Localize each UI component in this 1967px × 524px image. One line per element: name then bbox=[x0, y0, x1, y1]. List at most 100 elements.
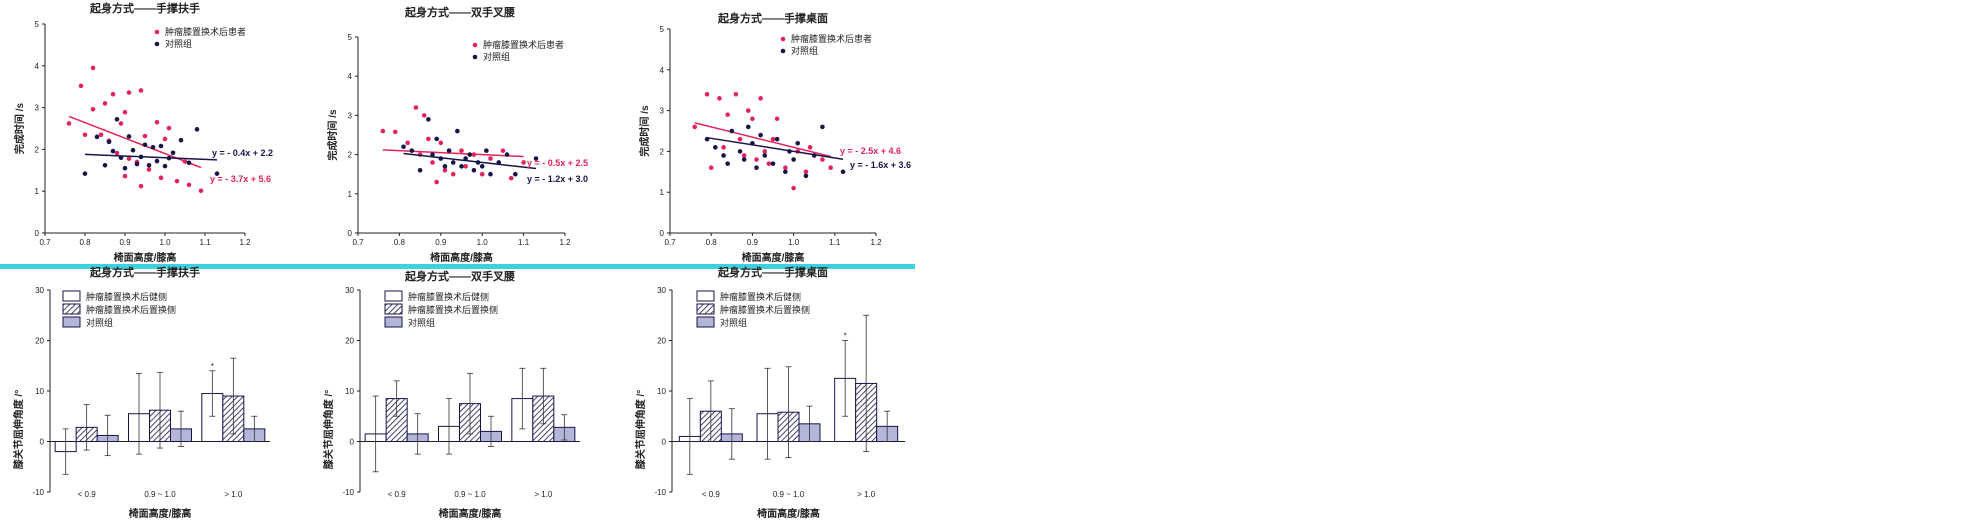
data-point bbox=[430, 152, 435, 157]
data-point bbox=[450, 171, 456, 177]
data-point bbox=[533, 156, 539, 161]
data-point bbox=[459, 148, 464, 153]
fit-line bbox=[694, 122, 831, 158]
legend-label: 对照组 bbox=[483, 51, 510, 62]
data-point bbox=[766, 161, 772, 166]
data-point bbox=[194, 127, 200, 132]
legend-marker bbox=[154, 29, 160, 35]
scatter-panel-2: 起身方式——双手叉腰 0.7 0.8 0.9 1.0 1.1 1.2 0 1 2 3 4 5 椅面高度/膝… bbox=[326, 5, 588, 264]
x-tick-label: 1.0 bbox=[159, 238, 171, 247]
x-tick-label: 0.8 bbox=[706, 238, 718, 247]
data-point bbox=[90, 65, 96, 71]
x-tick-label: 0.7 bbox=[352, 238, 364, 247]
data-point bbox=[692, 124, 698, 130]
y-tick-label: 20 bbox=[345, 337, 354, 346]
x-tick-label: 0.9 bbox=[119, 238, 131, 247]
y-tick-label: 30 bbox=[35, 286, 44, 295]
legend-label: 对照组 bbox=[720, 317, 747, 328]
x-tick-label: 1.2 bbox=[559, 238, 571, 247]
data-point bbox=[401, 144, 406, 150]
data-point bbox=[795, 140, 801, 146]
y-axis-label: 完成时间 /s bbox=[326, 109, 339, 161]
data-point bbox=[186, 160, 192, 166]
data-point bbox=[392, 129, 398, 135]
legend-label: 对照组 bbox=[408, 317, 435, 328]
data-point bbox=[820, 157, 825, 162]
x-axis-label: 椅面高度/膝高 bbox=[757, 507, 820, 520]
data-point bbox=[150, 145, 156, 150]
scatter-panel-3: 起身方式——手撑桌面 0.7 0.8 0.9 1.0 1.1 1.2 0 1 2 3 4 5 椅面高度/膝… bbox=[638, 11, 911, 264]
y-axis-label: 膝关节屈伸角度 /° bbox=[634, 390, 647, 470]
data-point bbox=[820, 124, 825, 130]
category-label: 0.9 ~ 1.0 bbox=[773, 490, 805, 499]
x-tick-label: 0.8 bbox=[79, 238, 91, 247]
y-tick-label: 5 bbox=[348, 33, 353, 42]
legend-label: 肿瘤膝置换术后置换侧 bbox=[86, 304, 176, 315]
data-point bbox=[126, 90, 132, 95]
data-point bbox=[162, 136, 168, 142]
data-point bbox=[122, 109, 128, 115]
y-tick-label: 4 bbox=[660, 66, 665, 75]
data-point bbox=[110, 148, 116, 154]
data-point bbox=[770, 136, 776, 142]
data-point bbox=[78, 83, 84, 89]
data-point bbox=[126, 134, 132, 139]
category-label: < 0.9 bbox=[702, 490, 721, 499]
data-point bbox=[463, 164, 468, 169]
y-tick-label: 30 bbox=[657, 286, 666, 295]
bar-panel-3: 起身方式——手撑桌面 -10 0 10 20 30 膝关节屈伸角度 /° 椅面高度/膝高 < 0… bbox=[634, 265, 905, 520]
fit-line bbox=[84, 153, 218, 161]
x-axis-label: 椅面高度/膝高 bbox=[430, 251, 493, 264]
bar-panel-2: 起身方式——双手叉腰 -10 0 10 20 30 膝关节屈伸角度 /° 椅面高度/膝高 < 0… bbox=[322, 269, 580, 520]
data-point bbox=[745, 124, 751, 130]
legend-label: 肿瘤膝置换术后患者 bbox=[483, 39, 564, 50]
data-point bbox=[166, 125, 172, 131]
significance-marker: * bbox=[844, 332, 847, 341]
data-point bbox=[467, 152, 473, 157]
x-tick-label: 1.0 bbox=[477, 238, 489, 247]
data-point bbox=[774, 136, 780, 142]
category-label: < 0.9 bbox=[78, 490, 97, 499]
data-point bbox=[106, 139, 112, 145]
y-tick-label: 3 bbox=[660, 107, 665, 116]
data-point bbox=[114, 117, 120, 122]
data-point bbox=[508, 175, 514, 181]
y-tick-label: 4 bbox=[348, 72, 353, 81]
legend-swatch bbox=[62, 303, 81, 315]
data-point bbox=[90, 106, 96, 112]
data-point bbox=[479, 171, 485, 177]
data-point bbox=[154, 119, 160, 125]
fit-line bbox=[706, 136, 844, 160]
data-point bbox=[110, 91, 116, 97]
data-point bbox=[122, 165, 128, 171]
data-point bbox=[704, 91, 710, 97]
y-tick-label: 0 bbox=[662, 438, 667, 447]
legend-swatch bbox=[696, 316, 715, 328]
legend-label: 对照组 bbox=[791, 45, 818, 56]
y-tick-label: 0 bbox=[348, 229, 353, 238]
data-point bbox=[725, 161, 730, 166]
data-point bbox=[455, 128, 460, 134]
legend-swatch bbox=[696, 303, 715, 315]
data-point bbox=[146, 162, 152, 168]
data-point bbox=[488, 171, 493, 177]
y-tick-label: 20 bbox=[35, 337, 44, 346]
y-tick-label: 3 bbox=[35, 104, 40, 113]
data-point bbox=[500, 148, 506, 153]
data-point bbox=[708, 165, 714, 171]
data-point bbox=[122, 173, 128, 179]
data-point bbox=[66, 121, 72, 126]
y-tick-label: 0 bbox=[350, 438, 355, 447]
legend-swatch bbox=[384, 290, 403, 302]
x-axis-label: 椅面高度/膝高 bbox=[129, 507, 192, 520]
data-point bbox=[409, 148, 415, 153]
legend-swatch bbox=[62, 316, 81, 328]
data-point bbox=[725, 112, 730, 117]
data-point bbox=[413, 105, 419, 110]
fit-line bbox=[382, 149, 524, 158]
data-point bbox=[102, 101, 108, 106]
category-label: 0.9 ~ 1.0 bbox=[454, 490, 486, 499]
data-point bbox=[434, 179, 439, 185]
data-point bbox=[426, 117, 431, 122]
